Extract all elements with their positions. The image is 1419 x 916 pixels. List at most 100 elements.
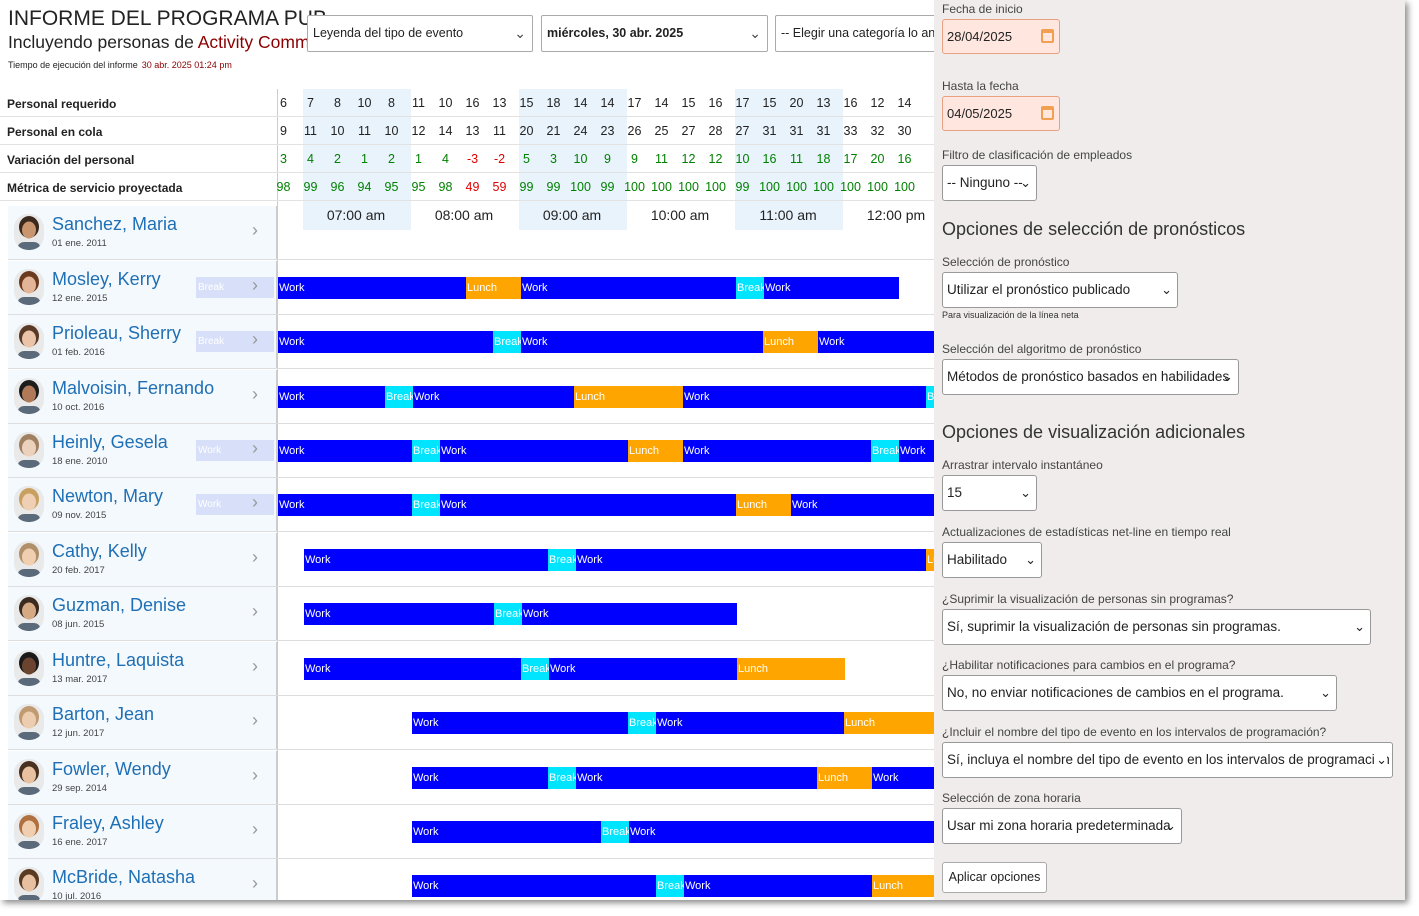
- break-event-bar[interactable]: Break: [736, 277, 764, 299]
- person-info[interactable]: McBride, Natasha 10 jul. 2016 ›: [8, 859, 277, 900]
- person-info[interactable]: Newton, Mary 09 nov. 2015 Work ›: [8, 478, 277, 531]
- break-event-bar[interactable]: Break: [926, 386, 934, 408]
- work-event-bar[interactable]: Work: [764, 277, 899, 299]
- work-event-bar[interactable]: Work: [304, 549, 548, 571]
- lunch-event-bar[interactable]: Lunch: [736, 494, 791, 516]
- person-info[interactable]: Fraley, Ashley 16 ene. 2017 ›: [8, 805, 277, 858]
- end-date-input[interactable]: 04/05/2025: [942, 96, 1060, 131]
- person-name[interactable]: Cathy, Kelly: [52, 541, 147, 561]
- person-name[interactable]: Fraley, Ashley: [52, 813, 164, 833]
- chevron-right-icon[interactable]: ›: [252, 710, 258, 730]
- work-event-bar[interactable]: Work: [440, 494, 736, 516]
- notify-select[interactable]: No, no enviar notificaciones de cambios …: [942, 675, 1337, 711]
- work-event-bar[interactable]: Work: [278, 331, 493, 353]
- event-legend-select[interactable]: Leyenda del tipo de evento ⌄: [307, 15, 533, 52]
- chevron-right-icon[interactable]: ›: [252, 384, 258, 404]
- work-event-bar[interactable]: Work: [899, 440, 934, 462]
- work-event-bar[interactable]: Work: [683, 386, 926, 408]
- person-info[interactable]: Mosley, Kerry 12 ene. 2015 Break ›: [8, 261, 277, 314]
- chevron-right-icon[interactable]: ›: [252, 438, 258, 458]
- work-event-bar[interactable]: Work: [549, 658, 737, 680]
- break-event-bar[interactable]: Break: [385, 386, 413, 408]
- person-info[interactable]: Malvoisin, Fernando 10 oct. 2016 ›: [8, 370, 277, 423]
- chevron-right-icon[interactable]: ›: [252, 601, 258, 621]
- algorithm-select[interactable]: Métodos de pronóstico basados en habilid…: [942, 359, 1239, 395]
- work-event-bar[interactable]: Work: [278, 440, 412, 462]
- break-event-bar[interactable]: Break: [521, 658, 549, 680]
- person-name[interactable]: Mosley, Kerry: [52, 269, 161, 289]
- break-event-bar[interactable]: Break: [548, 549, 576, 571]
- calendar-icon[interactable]: [1041, 29, 1054, 43]
- break-event-bar[interactable]: Break: [871, 440, 899, 462]
- category-select[interactable]: -- Elegir una categoría lo ante: [775, 15, 934, 52]
- work-event-bar[interactable]: Work: [576, 549, 926, 571]
- person-info[interactable]: Huntre, Laquista 13 mar. 2017 ›: [8, 642, 277, 695]
- lunch-event-bar[interactable]: Lunch: [926, 549, 934, 571]
- work-event-bar[interactable]: Work: [872, 767, 934, 789]
- apply-options-button[interactable]: Aplicar opciones: [942, 862, 1047, 893]
- person-info[interactable]: Heinly, Gesela 18 ene. 2010 Work ›: [8, 424, 277, 477]
- work-event-bar[interactable]: Work: [576, 767, 817, 789]
- work-event-bar[interactable]: Work: [656, 712, 844, 734]
- date-select[interactable]: miércoles, 30 abr. 2025 ⌄: [541, 15, 768, 52]
- person-info[interactable]: Barton, Jean 12 jun. 2017 ›: [8, 696, 277, 749]
- work-event-bar[interactable]: Work: [440, 440, 628, 462]
- forecast-select[interactable]: Utilizar el pronóstico publicado ⌄: [942, 272, 1178, 308]
- chevron-right-icon[interactable]: ›: [252, 873, 258, 893]
- lunch-event-bar[interactable]: Lunch: [844, 712, 934, 734]
- work-event-bar[interactable]: Work: [818, 331, 934, 353]
- person-name[interactable]: McBride, Natasha: [52, 867, 196, 887]
- chevron-right-icon[interactable]: ›: [252, 547, 258, 567]
- person-name[interactable]: Newton, Mary: [52, 486, 164, 506]
- person-name[interactable]: Heinly, Gesela: [52, 432, 168, 452]
- chevron-right-icon[interactable]: ›: [252, 656, 258, 676]
- person-name[interactable]: Barton, Jean: [52, 704, 155, 724]
- chevron-right-icon[interactable]: ›: [252, 220, 258, 240]
- chevron-right-icon[interactable]: ›: [252, 765, 258, 785]
- lunch-event-bar[interactable]: Lunch: [737, 658, 845, 680]
- lunch-event-bar[interactable]: Lunch: [817, 767, 872, 789]
- person-info[interactable]: Fowler, Wendy 29 sep. 2014 ›: [8, 751, 277, 804]
- break-event-bar[interactable]: Break: [412, 440, 440, 462]
- lunch-event-bar[interactable]: Lunch: [628, 440, 683, 462]
- lunch-event-bar[interactable]: Lunch: [466, 277, 521, 299]
- chevron-right-icon[interactable]: ›: [252, 275, 258, 295]
- break-event-bar[interactable]: Break: [493, 331, 521, 353]
- lunch-event-bar[interactable]: Lunch: [872, 875, 934, 897]
- person-name[interactable]: Malvoisin, Fernando: [52, 378, 215, 398]
- work-event-bar[interactable]: Work: [629, 821, 934, 843]
- work-event-bar[interactable]: Work: [684, 875, 872, 897]
- break-event-bar[interactable]: Break: [601, 821, 629, 843]
- work-event-bar[interactable]: Work: [791, 494, 934, 516]
- timezone-select[interactable]: Usar mi zona horaria predeterminada ⌄: [942, 808, 1182, 844]
- work-event-bar[interactable]: Work: [521, 331, 763, 353]
- work-event-bar[interactable]: Work: [412, 712, 628, 734]
- work-event-bar[interactable]: Work: [278, 494, 412, 516]
- person-info[interactable]: Guzman, Denise 08 jun. 2015 ›: [8, 587, 277, 640]
- realtime-select[interactable]: Habilitado ⌄: [942, 542, 1042, 578]
- break-event-bar[interactable]: Break: [656, 875, 684, 897]
- chevron-right-icon[interactable]: ›: [252, 819, 258, 839]
- person-info[interactable]: Prioleau, Sherry 01 feb. 2016 Break ›: [8, 315, 277, 368]
- person-name[interactable]: Huntre, Laquista: [52, 650, 185, 670]
- snap-interval-select[interactable]: 15 ⌄: [942, 475, 1037, 511]
- work-event-bar[interactable]: Work: [522, 603, 737, 625]
- lunch-event-bar[interactable]: Lunch: [763, 331, 818, 353]
- lunch-event-bar[interactable]: Lunch: [574, 386, 683, 408]
- person-name[interactable]: Prioleau, Sherry: [52, 323, 182, 343]
- person-info[interactable]: Sanchez, Maria 01 ene. 2011 ›: [8, 206, 277, 259]
- break-event-bar[interactable]: Break: [494, 603, 522, 625]
- person-name[interactable]: Sanchez, Maria: [52, 214, 178, 234]
- work-event-bar[interactable]: Work: [412, 821, 601, 843]
- person-name[interactable]: Guzman, Denise: [52, 595, 187, 615]
- work-event-bar[interactable]: Work: [521, 277, 736, 299]
- break-event-bar[interactable]: Break: [628, 712, 656, 734]
- work-event-bar[interactable]: Work: [304, 603, 494, 625]
- start-date-input[interactable]: 28/04/2025: [942, 19, 1060, 54]
- work-event-bar[interactable]: Work: [412, 767, 548, 789]
- person-info[interactable]: Cathy, Kelly 20 feb. 2017 ›: [8, 533, 277, 586]
- work-event-bar[interactable]: Work: [278, 277, 466, 299]
- work-event-bar[interactable]: Work: [304, 658, 521, 680]
- person-name[interactable]: Fowler, Wendy: [52, 759, 171, 779]
- work-event-bar[interactable]: Work: [412, 875, 656, 897]
